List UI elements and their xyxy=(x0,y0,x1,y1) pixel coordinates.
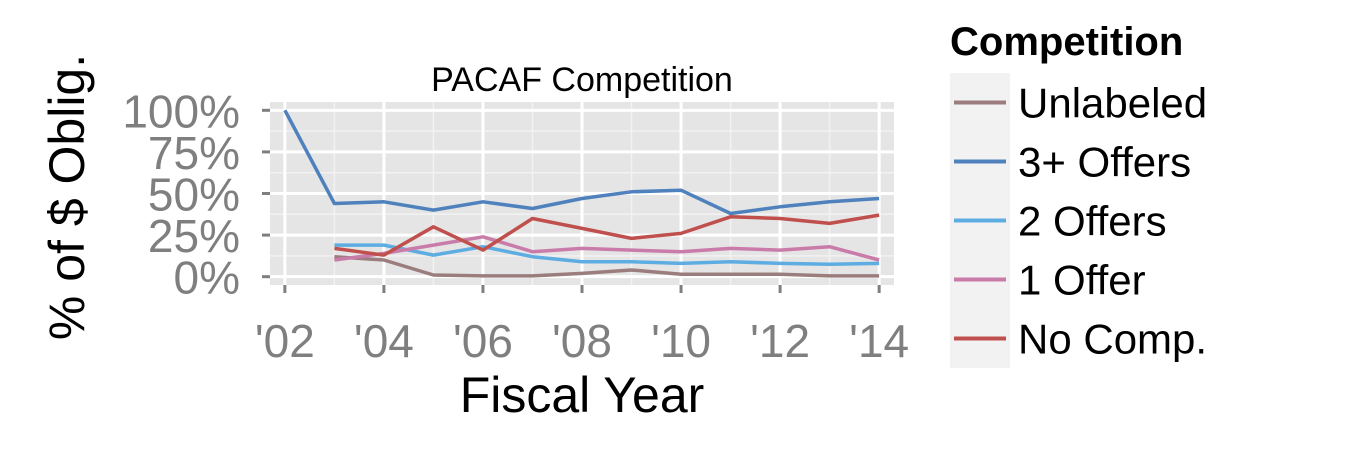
series-lines xyxy=(283,109,880,278)
series-line-1-offer xyxy=(334,235,880,262)
series-line-3-offers xyxy=(283,109,880,216)
legend-items: Unlabeled 3+ Offers 2 Offers 1 Offer No Comp… xyxy=(950,73,1207,368)
series-line-unlabeled xyxy=(334,254,880,278)
series-line-no-comp xyxy=(334,213,880,257)
x-tick-labels: '02 '04 '06 '08 '10 '12 '14 xyxy=(255,315,909,367)
y-tick-label: 0% xyxy=(174,252,240,304)
y-tick-label: 50% xyxy=(148,169,240,221)
axis-ticks xyxy=(262,108,881,293)
y-tick-labels: 0%25%50%75%100% xyxy=(122,85,240,303)
legend-item-no-comp: No Comp. xyxy=(950,309,1207,368)
x-tick-label: '02 xyxy=(255,315,315,367)
legend: Competition Unlabeled 3+ Offers 2 Offers 1 … xyxy=(950,20,1207,368)
legend-item-1-offer: 1 Offer xyxy=(950,250,1146,309)
x-tick-label: '14 xyxy=(849,315,909,367)
series-line-2-offers xyxy=(334,243,880,266)
y-tick-label: 25% xyxy=(148,210,240,262)
x-tick-label: '12 xyxy=(750,315,810,367)
x-tick-label: '04 xyxy=(354,315,414,367)
x-tick-label: '06 xyxy=(453,315,513,367)
legend-label: No Comp. xyxy=(1018,316,1207,363)
legend-title: Competition xyxy=(950,20,1183,64)
x-axis-label: Fiscal Year xyxy=(460,367,705,423)
chart-title: PACAF Competition xyxy=(431,61,733,99)
x-tick-label: '08 xyxy=(552,315,612,367)
y-tick-label: 75% xyxy=(148,127,240,179)
legend-item-2-offers: 2 Offers xyxy=(950,191,1167,250)
legend-label: 1 Offer xyxy=(1018,257,1146,304)
y-axis-label: % of $ Oblig. xyxy=(39,54,95,340)
y-tick-label: 100% xyxy=(122,85,240,137)
legend-item-3-offers: 3+ Offers xyxy=(950,132,1191,191)
x-tick-label: '10 xyxy=(651,315,711,367)
legend-label: Unlabeled xyxy=(1018,80,1207,127)
legend-label: 3+ Offers xyxy=(1018,139,1191,186)
legend-label: 2 Offers xyxy=(1018,198,1167,245)
grid-major xyxy=(270,102,894,285)
legend-item-unlabeled: Unlabeled xyxy=(950,73,1207,132)
